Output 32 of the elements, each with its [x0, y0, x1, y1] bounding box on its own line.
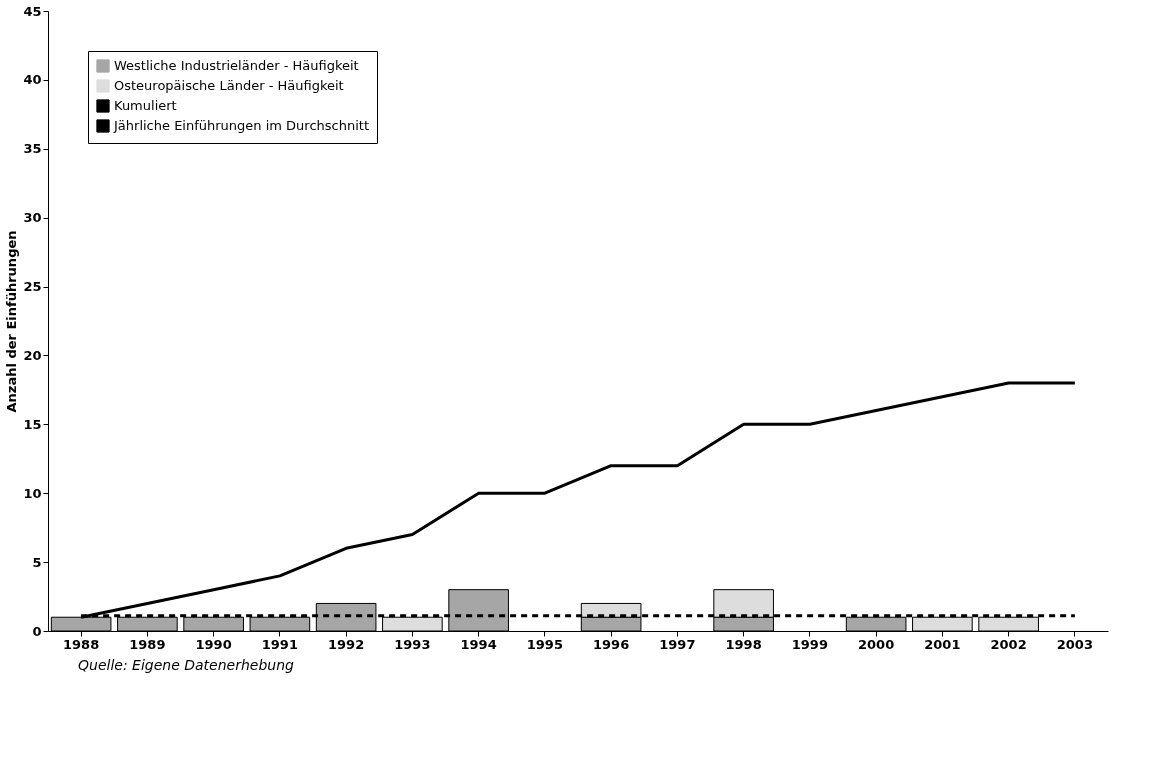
x-tick-label: 1989 — [129, 636, 166, 652]
x-tick-label: 1990 — [195, 636, 232, 652]
x-tick-label: 1994 — [460, 636, 497, 652]
x-tick-label: 1998 — [725, 636, 762, 652]
y-tick-label: 45 — [23, 3, 42, 19]
y-tick-label: 10 — [23, 485, 42, 501]
y-tick-label: 15 — [23, 416, 42, 432]
x-tick-label: 1999 — [791, 636, 828, 652]
y-tick-label: 30 — [23, 210, 42, 226]
x-tick-label: 2002 — [990, 636, 1027, 652]
source-note: Quelle: Eigene Datenerhebung — [78, 657, 295, 673]
x-tick-label: 2001 — [924, 636, 961, 652]
y-axis-title: Anzahl der Einführungen — [4, 230, 20, 413]
y-tick-label: 40 — [23, 72, 42, 88]
legend-label: Kumuliert — [114, 98, 177, 113]
x-tick-label: 1993 — [394, 636, 431, 652]
x-tick-label: 1996 — [593, 636, 630, 652]
x-tick-label: 1995 — [526, 636, 563, 652]
legend-label: Jährliche Einführungen im Durchschnitt — [113, 118, 369, 133]
x-tick-label: 1992 — [328, 636, 365, 652]
x-tick-label: 1997 — [659, 636, 696, 652]
x-tick-label: 2000 — [858, 636, 895, 652]
x-tick-label: 1988 — [63, 636, 100, 652]
y-tick-label: 5 — [32, 554, 42, 570]
legend-label: Westliche Industrieländer - Häufigkeit — [114, 58, 359, 73]
x-tick-label: 1991 — [261, 636, 298, 652]
y-tick-label: 0 — [32, 623, 42, 639]
y-tick-label: 35 — [23, 141, 42, 157]
y-tick-label: 20 — [23, 347, 42, 363]
y-tick-label: 25 — [23, 279, 42, 295]
x-tick-label: 2003 — [1056, 636, 1093, 652]
legend-label: Osteuropäische Länder - Häufigkeit — [114, 78, 344, 93]
